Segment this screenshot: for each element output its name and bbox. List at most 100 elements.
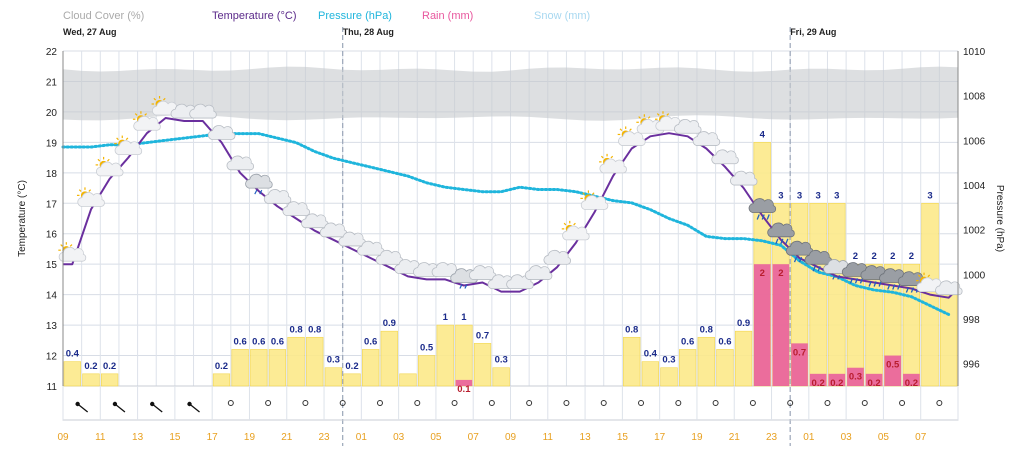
raindrop (780, 238, 784, 245)
calm-circle (376, 400, 383, 406)
cloud-shape (692, 131, 721, 146)
raindrop (259, 189, 263, 195)
legend-rain[interactable]: Rain (mm) (422, 10, 473, 22)
precip-bar-label: 0.9 (737, 318, 750, 329)
legend-temperature[interactable]: Temperature (°C) (212, 10, 296, 22)
pressure-tick-label: 1004 (963, 181, 986, 192)
wind-arrow-icon (75, 401, 89, 413)
hour-tick-label: 01 (356, 432, 368, 443)
raindrop (897, 284, 901, 290)
sun-ray (917, 274, 921, 278)
hour-tick-label: 19 (244, 432, 256, 443)
calm-circle (563, 400, 570, 406)
bar-labels: 0.4 0.2 0.2 0.2 0.6 0.6 0.6 0.8 0.8 0.3 0.2 0.6 0.9 0… (66, 129, 933, 395)
legend-cloud-cover[interactable]: Cloud Cover (%) (63, 10, 144, 22)
precip-bar-label: 0.6 (234, 336, 247, 347)
pressure-tick-label: 998 (963, 315, 980, 326)
calm-circle (451, 400, 458, 406)
cloud-cover-band (63, 66, 958, 121)
raindrop (887, 284, 891, 290)
raindrop (892, 284, 896, 290)
temperature-tick-label: 22 (46, 47, 58, 58)
legend: Cloud Cover (%) Temperature (°C) Pressur… (63, 10, 590, 22)
temperature-tick-label: 21 (46, 77, 58, 88)
raindrop (873, 281, 877, 287)
precip-bar-label: 2 (890, 251, 895, 262)
precip-bar (63, 361, 81, 387)
rain-bar-label: 0.2 (830, 378, 843, 389)
raindrop (785, 238, 789, 245)
sun-cloud-icon (76, 187, 105, 207)
calm-wind-icon (227, 400, 234, 406)
raindrop (854, 278, 859, 284)
precip-bar (362, 349, 380, 387)
cloud-shape (207, 125, 236, 140)
cloud-icon (543, 249, 571, 265)
cloud-shape (767, 222, 795, 238)
temperature-tick-label: 13 (46, 321, 58, 332)
rain-bar (791, 343, 808, 386)
sun-ray (619, 128, 623, 131)
cloud-shape (263, 189, 292, 204)
cloud-shape (189, 103, 217, 119)
raindrop (766, 214, 770, 220)
cloud-shape (96, 161, 124, 177)
calm-circle (302, 400, 309, 406)
legend-pressure[interactable]: Pressure (hPa) (318, 10, 392, 22)
rain-bar-label: 2 (778, 268, 783, 279)
precip-bar (231, 349, 249, 387)
sun-ray (610, 155, 614, 159)
precip-bar (399, 373, 417, 387)
cloud-shape (524, 265, 553, 280)
raindrop (793, 256, 798, 263)
temperature-line (63, 117, 959, 299)
rain-bar-label: 2 (760, 268, 765, 279)
precip-bar (82, 373, 100, 387)
cloud-shape (711, 149, 739, 165)
cloud-shape (599, 158, 627, 174)
calm-wind-icon (526, 400, 533, 406)
sun-ray (573, 222, 576, 226)
day-label: Fri, 29 Aug (790, 27, 836, 37)
precip-bar-label: 0.2 (84, 361, 97, 372)
raindrop (756, 214, 760, 220)
cloud-shape (282, 201, 310, 216)
calm-circle (861, 400, 868, 406)
temperature-tick-label: 18 (46, 169, 58, 180)
cloud-shape (729, 170, 758, 186)
legend-snow[interactable]: Snow (mm) (534, 10, 590, 22)
raindrop (832, 275, 836, 280)
precip-bar-label: 0.2 (103, 361, 116, 372)
precip-bar (828, 202, 846, 387)
hour-tick-label: 01 (803, 432, 815, 443)
hour-tick-label: 17 (654, 432, 666, 443)
hour-tick-label: 13 (132, 432, 144, 443)
precip-bar (268, 349, 287, 387)
cloud-icon (263, 189, 292, 204)
sun-cloud-icon (561, 220, 590, 241)
raindrop (868, 281, 872, 287)
precip-bar (417, 355, 436, 387)
temperature-tick-label: 11 (47, 382, 58, 393)
raindrop (905, 287, 909, 293)
calm-circle (414, 400, 421, 406)
cloud-shape (114, 140, 143, 155)
cloud-icon (226, 155, 254, 171)
precip-bar (436, 324, 454, 387)
raindrop (459, 284, 463, 289)
calm-wind-icon (414, 400, 421, 406)
calm-wind-icon (712, 400, 719, 406)
hour-tick-label: 13 (580, 432, 592, 443)
sun-ray (116, 137, 119, 141)
calm-wind-icon (861, 400, 868, 406)
temperature-tick-label: 14 (46, 291, 58, 302)
calm-wind-icon (451, 400, 458, 406)
pressure-tick-label: 1002 (963, 226, 986, 237)
temperature-series (63, 117, 959, 299)
cloud-shape (562, 225, 590, 241)
precip-bar (287, 336, 305, 387)
precip-bar-label: 0.3 (495, 355, 508, 366)
precip-bar (250, 349, 268, 387)
precip-bar (343, 373, 361, 387)
rain-bar (753, 264, 771, 386)
